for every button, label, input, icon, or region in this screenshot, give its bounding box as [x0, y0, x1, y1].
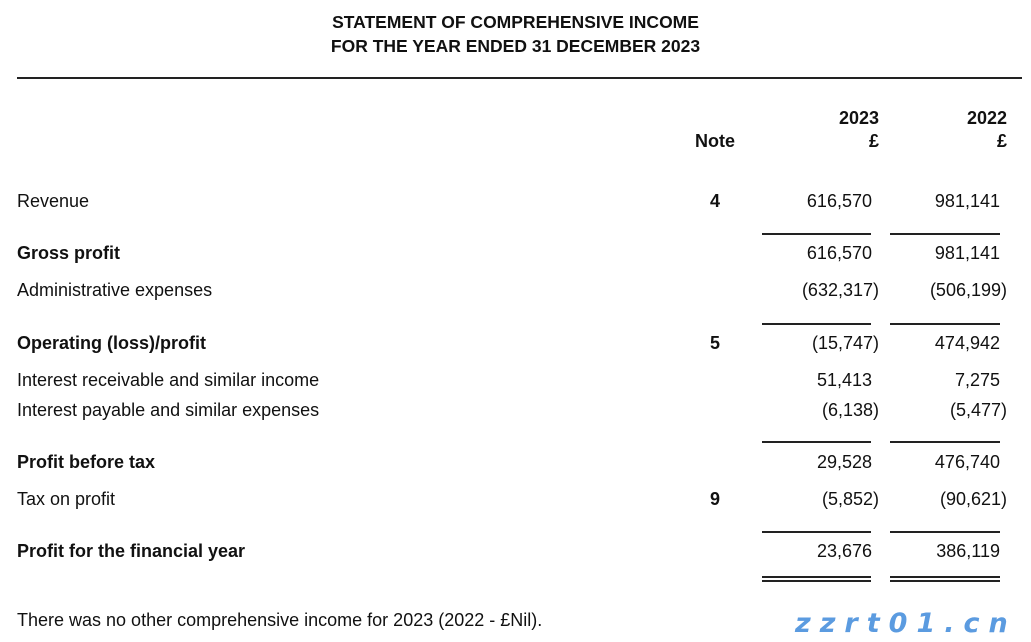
row-value-2023: (15,747) — [811, 333, 879, 353]
total-double-rule — [890, 580, 1000, 582]
row-value-2023: (6,138) — [821, 400, 879, 420]
note-header: Note — [695, 131, 735, 151]
row-label: Profit for the financial year — [17, 541, 246, 561]
row-value-2023: 616,570 — [806, 243, 872, 263]
subtotal-rule — [890, 531, 1000, 533]
subtotal-rule — [890, 441, 1000, 443]
row-label: Operating (loss)/profit — [17, 333, 206, 353]
row-label: Revenue — [17, 191, 90, 211]
row-label: Interest payable and similar expenses — [17, 400, 320, 420]
row-value-2022: 7,275 — [954, 370, 1000, 390]
row-value-2022: 981,141 — [934, 191, 1000, 211]
total-double-rule — [762, 576, 871, 578]
row-label: Tax on profit — [17, 489, 116, 509]
row-value-2022: 476,740 — [934, 452, 1000, 472]
subtotal-rule — [890, 323, 1000, 325]
row-value-2022: (90,621) — [939, 489, 1007, 509]
total-double-rule — [890, 576, 1000, 578]
row-label: Administrative expenses — [17, 280, 213, 300]
row-value-2022: (506,199) — [929, 280, 1007, 300]
subtotal-rule — [762, 323, 871, 325]
subtotal-rule — [890, 233, 1000, 235]
subtotal-rule — [762, 233, 871, 235]
col-2023-unit: £ — [868, 131, 879, 151]
row-value-2023: (632,317) — [801, 280, 879, 300]
col-2023-year: 2023 — [838, 108, 879, 128]
row-note: 4 — [709, 191, 720, 211]
row-value-2023: (5,852) — [821, 489, 879, 509]
row-label: Profit before tax — [17, 452, 156, 472]
footer-note: There was no other comprehensive income … — [17, 610, 543, 630]
header-rule — [17, 77, 1022, 79]
row-value-2023: 51,413 — [816, 370, 872, 390]
row-value-2022: 474,942 — [934, 333, 1000, 353]
row-value-2022: 981,141 — [934, 243, 1000, 263]
row-value-2023: 23,676 — [816, 541, 872, 561]
row-value-2023: 616,570 — [806, 191, 872, 211]
statement-title: STATEMENT OF COMPREHENSIVE INCOME — [332, 12, 699, 32]
watermark: zzrt01.cn — [795, 608, 1017, 639]
subtotal-rule — [762, 531, 871, 533]
subtotal-rule — [762, 441, 871, 443]
row-label: Interest receivable and similar income — [17, 370, 320, 390]
statement-period: FOR THE YEAR ENDED 31 DECEMBER 2023 — [330, 36, 701, 56]
row-value-2022: (5,477) — [949, 400, 1007, 420]
row-value-2022: 386,119 — [936, 541, 1000, 561]
row-note: 9 — [709, 489, 720, 509]
col-2022-year: 2022 — [966, 108, 1007, 128]
total-double-rule — [762, 580, 871, 582]
col-2022-unit: £ — [996, 131, 1007, 151]
row-note: 5 — [709, 333, 720, 353]
row-label: Gross profit — [17, 243, 121, 263]
row-value-2023: 29,528 — [816, 452, 872, 472]
